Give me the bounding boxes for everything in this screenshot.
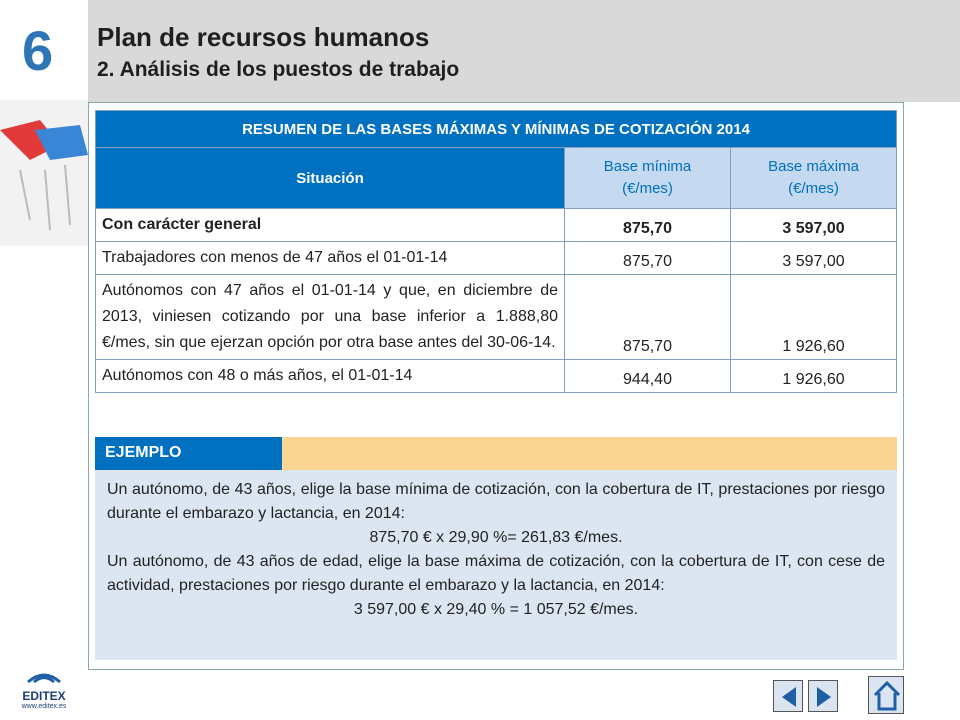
example-label: EJEMPLO bbox=[95, 437, 282, 470]
table-row: Trabajadores con menos de 47 años el 01-… bbox=[95, 241, 897, 275]
example-calculation: 875,70 € x 29,90 %= 261,83 €/mes. bbox=[369, 529, 623, 546]
column-header: Base máxima (€/mes) bbox=[730, 147, 897, 209]
subtitle: 2. Análisis de los puestos de trabajo bbox=[97, 58, 460, 81]
column-unit: (€/mes) bbox=[622, 180, 673, 197]
cell-value: 3 597,00 bbox=[730, 241, 897, 275]
column-label: Base mínima bbox=[603, 158, 692, 175]
cell-value: 1 926,60 bbox=[730, 274, 897, 360]
cell-value: 875,70 bbox=[564, 208, 731, 242]
table-title: RESUMEN DE LAS BASES MÁXIMAS Y MÍNIMAS D… bbox=[95, 110, 897, 148]
column-unit: (€/mes) bbox=[788, 180, 839, 197]
logo-text: EDITEX bbox=[22, 689, 66, 703]
table-row: Con carácter general 875,70 3 597,00 bbox=[95, 208, 897, 242]
table-row: Autónomos con 48 o más años, el 01-01-14… bbox=[95, 359, 897, 393]
column-header: Base mínima (€/mes) bbox=[564, 147, 731, 209]
example-bar bbox=[282, 437, 897, 470]
example-calculation: 3 597,00 € x 29,40 % = 1 057,52 €/mes. bbox=[353, 601, 639, 618]
example-text: Un autónomo, de 43 años, elige la base m… bbox=[107, 481, 885, 522]
section-number: 6 bbox=[22, 19, 54, 82]
cell-value: 1 926,60 bbox=[730, 359, 897, 393]
next-button[interactable] bbox=[808, 680, 838, 712]
cell-situation: Autónomos con 47 años el 01-01-14 y que,… bbox=[95, 274, 565, 360]
prev-button[interactable] bbox=[773, 680, 803, 712]
cell-situation: Con carácter general bbox=[95, 208, 565, 242]
column-label: Base máxima bbox=[768, 158, 859, 175]
logo-url: www.editex.es bbox=[21, 703, 67, 710]
logo: EDITEX www.editex.es bbox=[14, 668, 74, 710]
cell-value: 875,70 bbox=[564, 274, 731, 360]
title: Plan de recursos humanos bbox=[97, 22, 430, 52]
cell-situation: Trabajadores con menos de 47 años el 01-… bbox=[95, 241, 565, 275]
home-button[interactable] bbox=[868, 676, 904, 714]
logo-icon bbox=[27, 673, 61, 684]
cell-situation: Autónomos con 48 o más años, el 01-01-14 bbox=[95, 359, 565, 393]
cell-value: 875,70 bbox=[564, 241, 731, 275]
cell-value: 944,40 bbox=[564, 359, 731, 393]
example-text: Un autónomo, de 43 años de edad, elige l… bbox=[107, 553, 885, 594]
summary-table: RESUMEN DE LAS BASES MÁXIMAS Y MÍNIMAS D… bbox=[95, 110, 897, 393]
table-row: Autónomos con 47 años el 01-01-14 y que,… bbox=[95, 274, 897, 360]
table-body: Con carácter general 875,70 3 597,00 Trabaj… bbox=[95, 208, 897, 393]
header-band bbox=[88, 0, 960, 102]
cell-value: 3 597,00 bbox=[730, 208, 897, 242]
handshake-image bbox=[0, 100, 88, 246]
column-header: Situación bbox=[95, 147, 565, 209]
example-body: Un autónomo, de 43 años, elige la base m… bbox=[95, 470, 897, 660]
